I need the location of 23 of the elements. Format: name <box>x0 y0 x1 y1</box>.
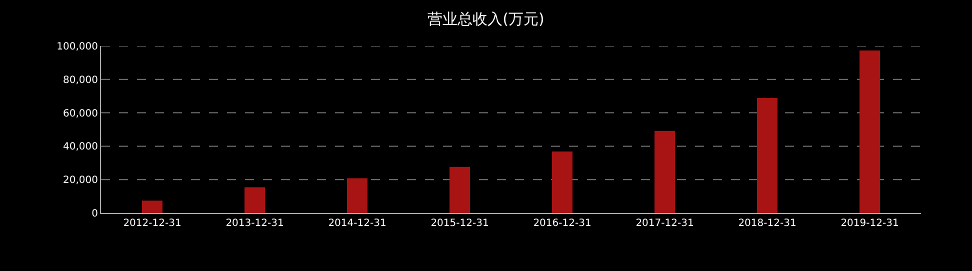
bar <box>142 200 162 213</box>
x-tick-label: 2019-12-31 <box>840 218 899 229</box>
bar <box>860 50 880 213</box>
y-tick-label: 40,000 <box>63 142 98 153</box>
y-tick-label: 20,000 <box>63 175 98 186</box>
x-tick-label: 2018-12-31 <box>738 218 796 229</box>
bar <box>244 187 265 213</box>
bar <box>450 166 470 213</box>
bar <box>347 178 368 213</box>
x-tick-label: 2013-12-31 <box>226 218 284 229</box>
y-tick-label: 60,000 <box>63 108 98 120</box>
y-tick-label: 0 <box>92 208 98 220</box>
chart-title: 营业总收入(万元) <box>428 10 544 28</box>
x-tick-label: 2014-12-31 <box>328 218 386 229</box>
y-tick-label: 80,000 <box>63 74 98 86</box>
bar <box>654 130 675 213</box>
bar <box>552 152 572 213</box>
x-tick-label: 2015-12-31 <box>430 218 489 229</box>
bar <box>757 98 778 213</box>
x-tick-label: 2017-12-31 <box>636 218 694 229</box>
x-tick-label: 2012-12-31 <box>123 218 182 229</box>
x-tick-label: 2016-12-31 <box>533 218 592 229</box>
y-tick-label: 100,000 <box>56 42 98 52</box>
